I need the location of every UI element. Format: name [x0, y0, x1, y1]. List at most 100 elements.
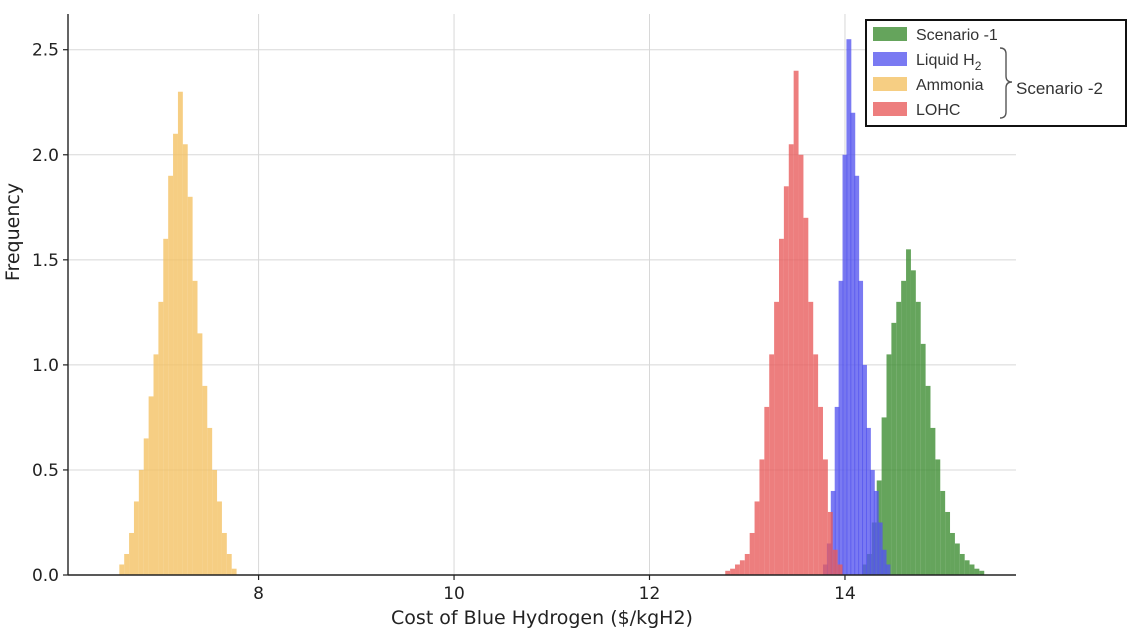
histogram-bars [119, 39, 985, 576]
histogram-bar [850, 112, 856, 575]
histogram-bar [873, 490, 879, 575]
histogram-bar [945, 511, 951, 575]
histogram-bar [124, 553, 130, 575]
x-tick-label: 8 [253, 584, 264, 604]
x-tick-label: 12 [639, 584, 661, 604]
histogram-bar [910, 270, 916, 575]
histogram-bar [830, 490, 836, 575]
histogram-bar [148, 396, 154, 575]
legend-label: LOHC [916, 102, 960, 119]
histogram-bar [822, 459, 828, 575]
histogram-bar [974, 568, 980, 575]
histogram-bar [783, 186, 789, 576]
histogram-bar [865, 427, 871, 575]
legend: Scenario -1 Liquid H2 Ammonia LOHC Scenario… [865, 19, 1127, 127]
histogram-bar [901, 280, 907, 575]
legend-label: Ammonia [916, 77, 984, 94]
histogram-bar [231, 568, 237, 575]
histogram-bar [129, 532, 134, 575]
histogram-bar [842, 154, 848, 576]
legend-label: Liquid H2 [916, 52, 982, 73]
histogram-bar [891, 322, 897, 575]
histogram-bar [803, 217, 809, 575]
histogram-bar [906, 249, 911, 575]
histogram-bar [212, 469, 218, 575]
histogram-bar [793, 70, 799, 575]
histogram-bar [813, 354, 819, 575]
histogram-bar [735, 564, 740, 575]
histogram-bar [207, 427, 213, 575]
tick-labels: 8 10 12 14 0.0 0.5 1.0 1.5 2.0 2.5 [32, 41, 856, 604]
legend-swatch [873, 77, 907, 91]
histogram-bar [764, 406, 770, 575]
histogram-bar [940, 490, 946, 575]
histogram-bar [885, 564, 891, 575]
legend-box [865, 19, 1127, 127]
legend-swatch [873, 52, 907, 66]
histogram-bar [725, 570, 731, 575]
series-liquid-h [822, 39, 891, 576]
histogram-bar [749, 532, 755, 575]
histogram-bar [862, 364, 867, 575]
histogram-bar [739, 560, 745, 575]
histogram-bar [881, 417, 887, 575]
histogram-bar [818, 406, 823, 575]
histogram-bar [173, 133, 178, 575]
y-tick-label: 0.5 [32, 461, 59, 481]
legend-swatch [873, 27, 907, 41]
histogram-bar [979, 570, 985, 575]
histogram-bar [832, 549, 838, 575]
y-axis-label: Frequency [2, 183, 24, 281]
histogram-bar [769, 354, 775, 575]
histogram-bar [744, 553, 750, 575]
histogram-bar [834, 406, 840, 575]
histogram-bar [886, 354, 892, 575]
histogram-bar [877, 522, 883, 575]
histogram-bar [197, 333, 203, 575]
axes [67, 14, 1016, 576]
legend-items: Scenario -1 Liquid H2 Ammonia LOHC [873, 27, 998, 119]
histogram-bar [925, 385, 931, 575]
histogram-bar [915, 301, 921, 575]
histogram-bar [730, 568, 736, 575]
series-ammonia [119, 91, 237, 576]
histogram-bar [163, 238, 169, 575]
y-tick-label: 1.0 [32, 356, 59, 376]
histogram-bar [869, 469, 875, 575]
histogram-bar [964, 560, 970, 575]
y-tick-label: 2.0 [32, 146, 59, 166]
series-lohc [725, 70, 843, 576]
histogram-bar [896, 301, 902, 575]
histogram-bar [138, 469, 144, 575]
y-tick-label: 1.5 [32, 251, 59, 271]
histogram-bar [954, 543, 960, 575]
histogram-bar [158, 301, 164, 575]
histogram-bar [221, 532, 227, 575]
histogram-bar [759, 459, 765, 575]
histogram-bar [754, 501, 760, 575]
x-tick-label: 10 [443, 584, 465, 604]
histogram-bar [226, 553, 232, 575]
histogram-bar [920, 343, 926, 575]
histogram-bar [168, 175, 174, 576]
histogram-bar [177, 91, 183, 575]
histogram-bar [827, 511, 833, 575]
histogram-bar [930, 427, 936, 575]
histogram-bar [854, 175, 860, 576]
legend-label: Scenario -1 [916, 27, 998, 44]
histogram-bar [119, 564, 125, 575]
histogram-bar [808, 301, 814, 575]
histogram-bar [846, 39, 852, 575]
histogram-bar [217, 501, 222, 575]
y-tick-label: 0.0 [32, 566, 59, 586]
histogram-bar [858, 280, 864, 575]
x-tick-label: 14 [834, 584, 856, 604]
histogram-bar [969, 564, 975, 575]
y-tick-label: 2.5 [32, 41, 59, 61]
histogram-bar [143, 438, 149, 575]
histogram-bar [837, 564, 843, 575]
histogram-bar [192, 280, 198, 575]
histogram-bar [950, 532, 955, 575]
histogram-bar [881, 549, 887, 575]
